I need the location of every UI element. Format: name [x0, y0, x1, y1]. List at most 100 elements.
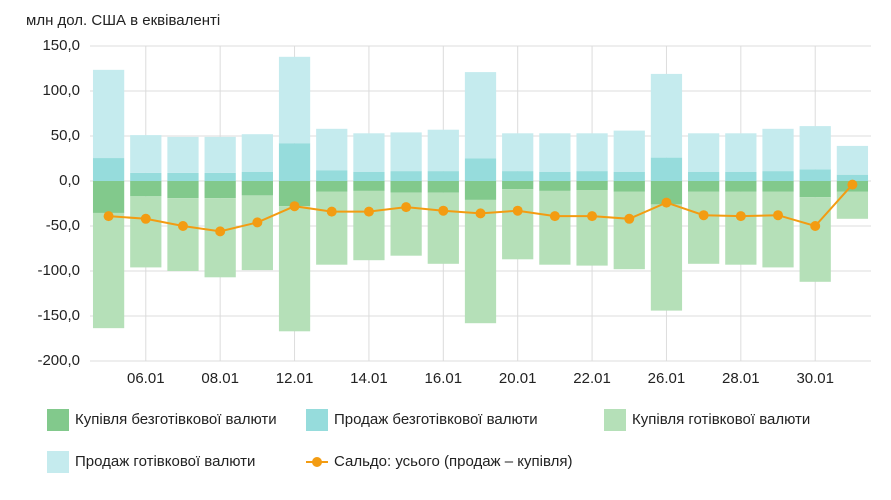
- x-tick-label: 30.01: [796, 370, 834, 387]
- bar: [762, 191, 794, 268]
- bar: [130, 135, 162, 173]
- bar: [316, 170, 348, 181]
- y-tick-label: -50,0: [46, 217, 80, 234]
- bar: [502, 133, 534, 172]
- bar: [464, 72, 497, 159]
- bar: [799, 197, 831, 282]
- line-point: [326, 206, 337, 217]
- x-tick-label: 22.01: [573, 370, 611, 387]
- bar: [278, 143, 311, 181]
- bar: [241, 134, 273, 172]
- line-point: [252, 217, 263, 228]
- line-point: [698, 210, 709, 221]
- x-tick-label: 20.01: [499, 370, 537, 387]
- bar: [204, 198, 236, 278]
- legend-swatch: [604, 409, 626, 431]
- bar: [725, 191, 757, 265]
- legend-label: Продаж готівкової валюти: [75, 453, 255, 470]
- line-point: [810, 221, 821, 231]
- bar: [278, 206, 311, 332]
- legend-label: Продаж безготівкової валюти: [334, 411, 538, 428]
- bar: [427, 181, 459, 193]
- bar: [539, 172, 571, 181]
- y-tick-label: 100,0: [42, 82, 80, 99]
- bar: [204, 172, 236, 181]
- line-point: [289, 201, 300, 212]
- y-axis-label: млн дол. США в еквіваленті: [26, 12, 220, 29]
- bar: [427, 171, 459, 181]
- legend-label: Сальдо: усього (продаж – купівля): [334, 453, 572, 470]
- line-point: [587, 211, 598, 222]
- bar: [167, 181, 199, 199]
- x-tick-label: 14.01: [350, 370, 388, 387]
- bar: [613, 130, 645, 172]
- line-point: [140, 213, 151, 224]
- bar: [688, 133, 720, 172]
- bar: [464, 181, 497, 200]
- line-point: [624, 213, 635, 224]
- legend-swatch: [47, 409, 69, 431]
- legend-swatch: [306, 409, 328, 431]
- line-point: [847, 179, 858, 190]
- bar: [613, 172, 645, 181]
- x-tick-label: 08.01: [201, 370, 239, 387]
- bar: [762, 181, 794, 192]
- bar: [204, 181, 236, 199]
- x-tick-label: 06.01: [127, 370, 165, 387]
- x-tick-label: 28.01: [722, 370, 760, 387]
- bar: [650, 157, 683, 181]
- bar: [725, 172, 757, 181]
- line-point: [215, 226, 226, 237]
- y-tick-label: 0,0: [59, 172, 80, 189]
- y-tick-label: 150,0: [42, 37, 80, 54]
- bar: [204, 136, 236, 173]
- bar: [688, 181, 720, 192]
- x-tick-label: 26.01: [648, 370, 686, 387]
- bar: [92, 158, 125, 181]
- line-point: [549, 211, 560, 222]
- bar: [353, 172, 385, 181]
- bar: [167, 136, 199, 173]
- bar: [613, 191, 645, 270]
- y-tick-label: -100,0: [37, 262, 80, 279]
- bar: [650, 204, 683, 311]
- bar: [539, 190, 571, 265]
- bar: [353, 181, 385, 191]
- bar: [241, 181, 273, 196]
- bar: [390, 171, 422, 181]
- bar: [278, 56, 311, 144]
- line-point: [103, 211, 114, 222]
- bar: [353, 190, 385, 261]
- legend-label: Купівля готівкової валюти: [632, 411, 810, 428]
- bar: [502, 171, 534, 181]
- bar: [725, 181, 757, 192]
- line-point: [512, 205, 523, 216]
- bar: [576, 133, 608, 172]
- bar: [650, 181, 683, 205]
- bar: [576, 171, 608, 181]
- line-point: [475, 208, 486, 219]
- line-point: [661, 197, 672, 208]
- line-point: [773, 210, 784, 221]
- legend-marker: [312, 457, 322, 467]
- bar: [427, 192, 459, 264]
- bar: [316, 181, 348, 192]
- bar: [799, 169, 831, 181]
- bar: [427, 129, 459, 172]
- line-point: [735, 211, 746, 222]
- bar: [167, 198, 199, 271]
- bar: [92, 181, 125, 213]
- bar: [539, 133, 571, 172]
- bar: [130, 172, 162, 181]
- line-point: [177, 221, 188, 231]
- bar: [502, 181, 534, 190]
- line-point: [363, 206, 374, 217]
- bar: [688, 172, 720, 181]
- bar: [613, 181, 645, 192]
- bar: [92, 212, 125, 329]
- bar: [353, 133, 385, 172]
- bar: [316, 191, 348, 265]
- y-tick-label: 50,0: [51, 127, 80, 144]
